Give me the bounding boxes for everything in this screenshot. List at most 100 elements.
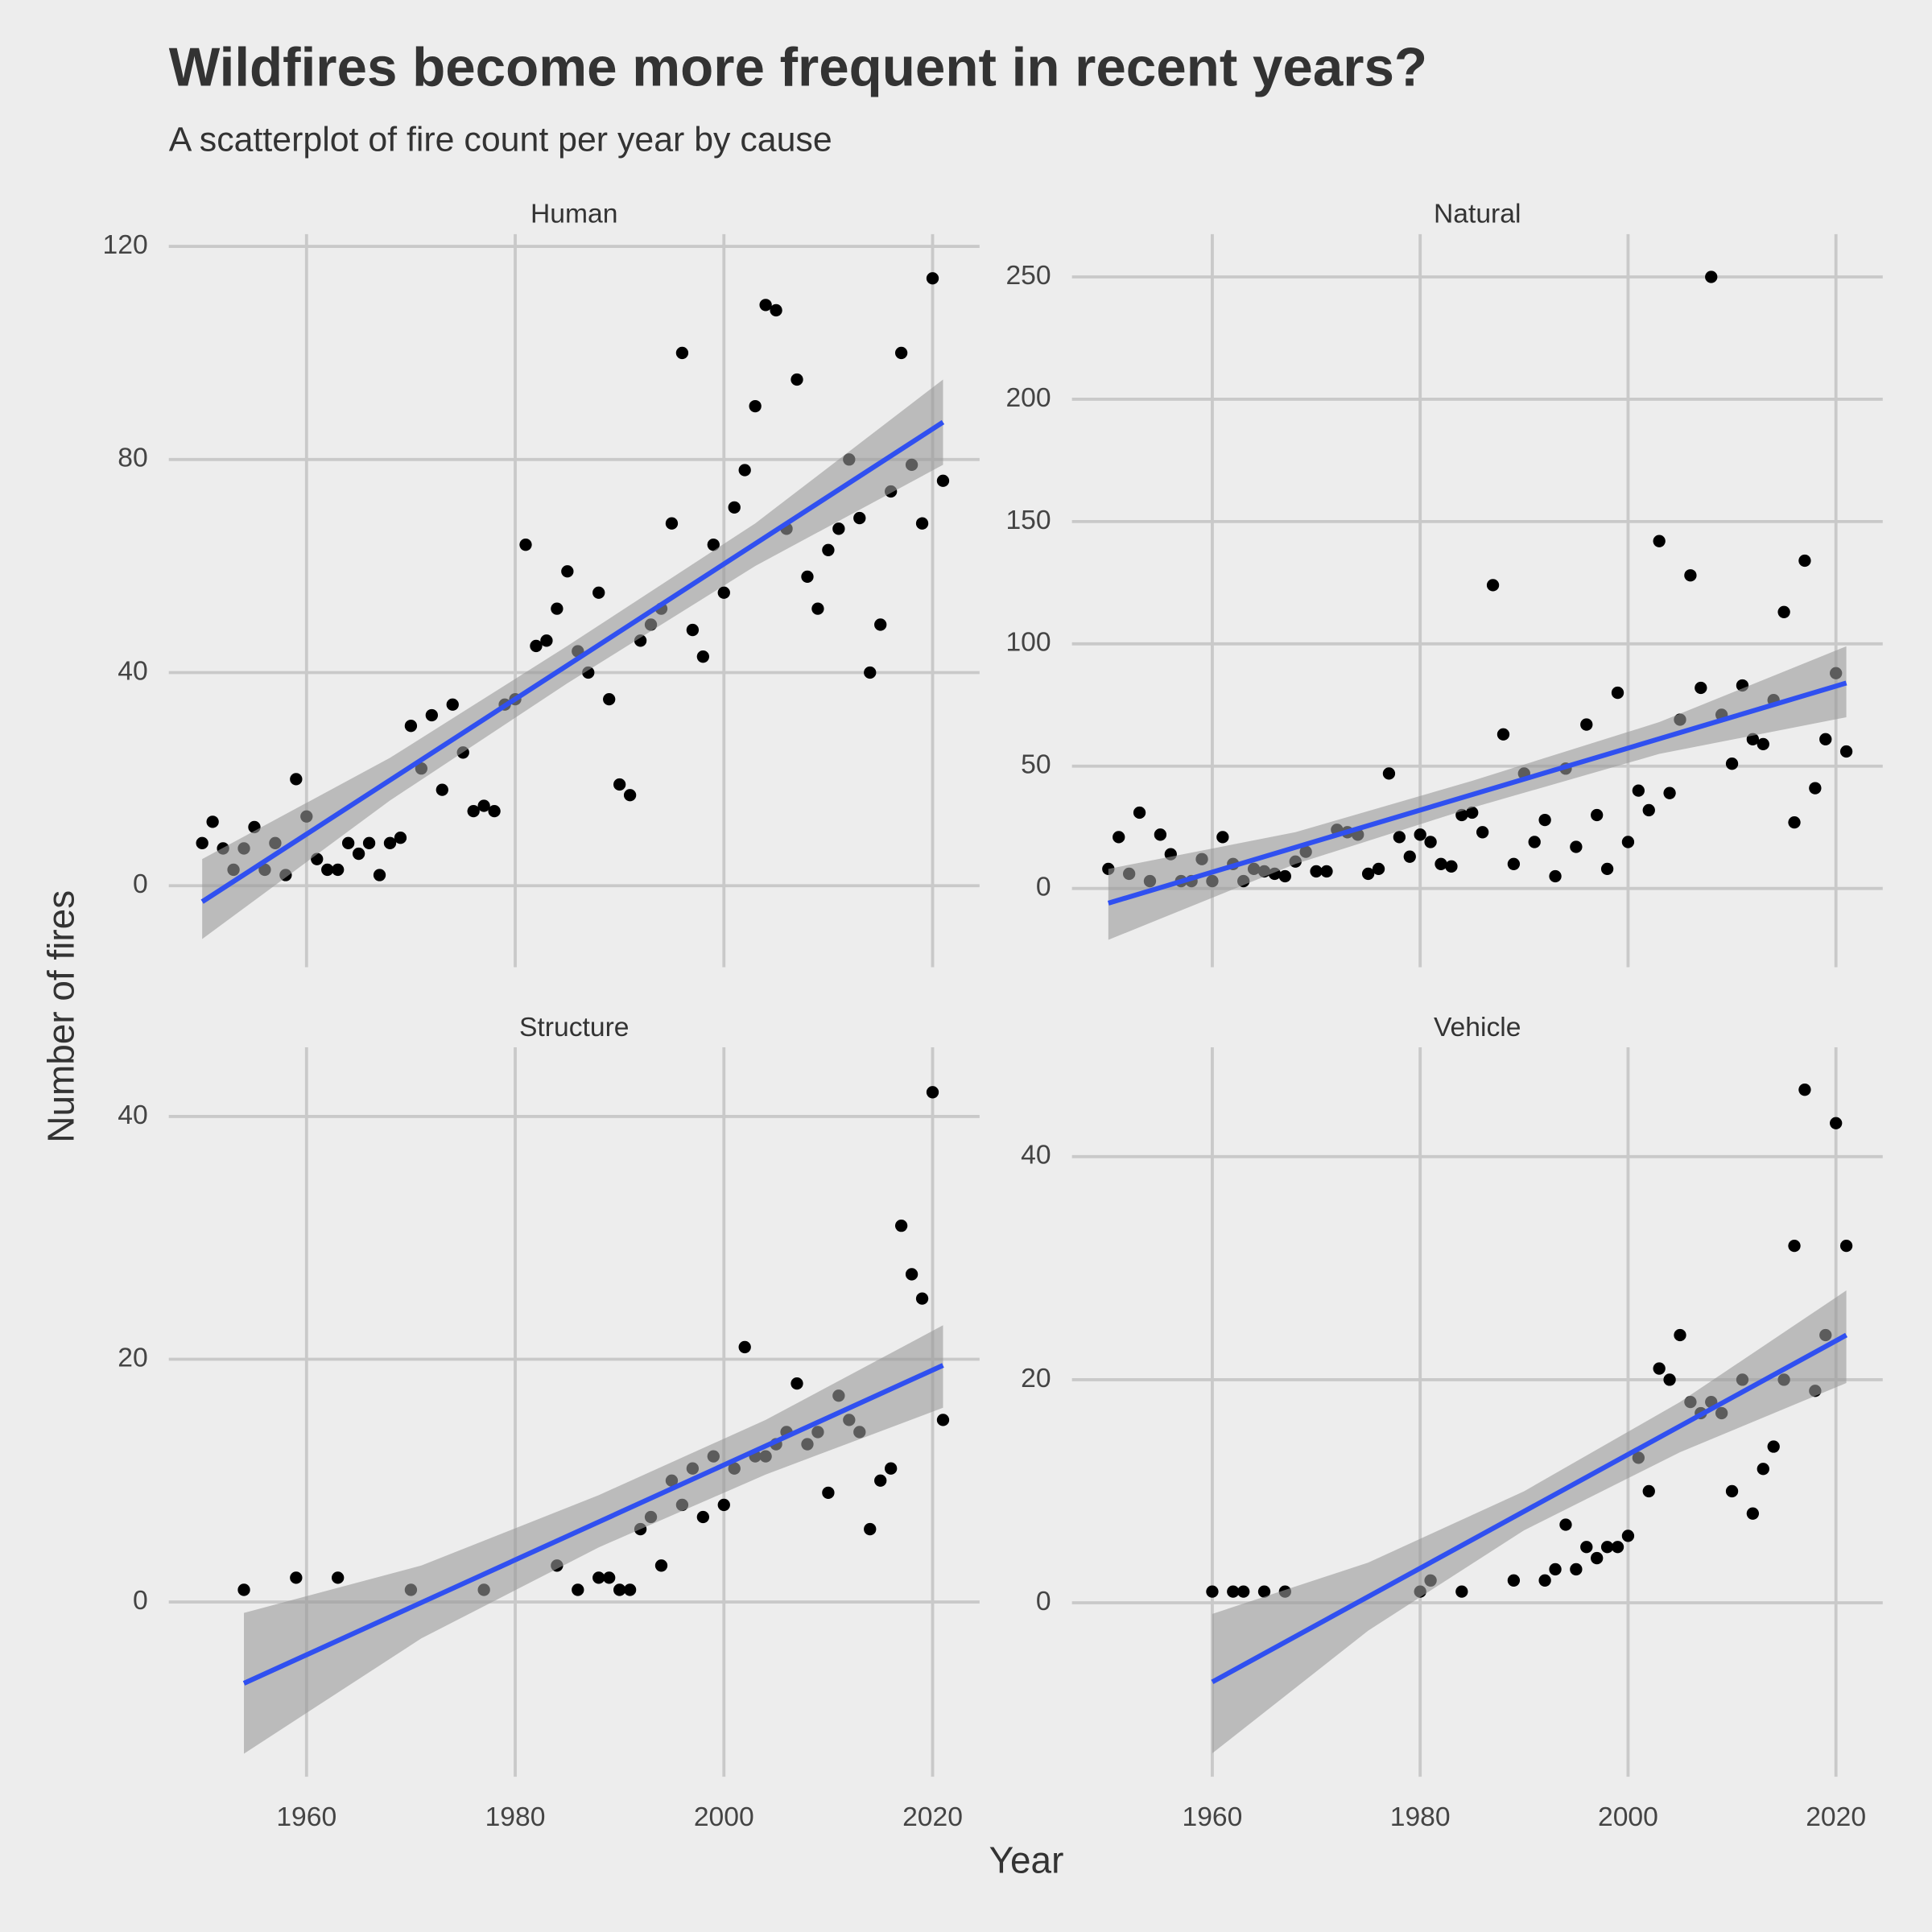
- point: [1695, 681, 1707, 695]
- point: [332, 863, 345, 877]
- point: [894, 346, 908, 360]
- x-tick-label: 1960: [1183, 1802, 1243, 1832]
- point: [791, 373, 803, 386]
- y-tick-label: 0: [133, 869, 148, 899]
- point: [1611, 686, 1624, 700]
- point: [603, 1571, 616, 1584]
- point: [394, 832, 407, 844]
- point: [853, 511, 866, 525]
- point: [1819, 733, 1832, 745]
- y-tick-label: 20: [118, 1343, 147, 1373]
- facet-label: Human: [530, 200, 617, 229]
- point: [822, 1486, 835, 1499]
- y-tick-label: 20: [1021, 1364, 1051, 1393]
- point: [603, 692, 616, 706]
- y-axis-label: Number of fires: [40, 890, 82, 1143]
- point: [1227, 1585, 1240, 1598]
- y-tick-label: 100: [1005, 628, 1051, 658]
- point: [1278, 869, 1291, 883]
- y-tick-label: 120: [103, 230, 148, 260]
- point: [864, 1522, 877, 1536]
- point: [717, 1498, 730, 1512]
- point: [592, 1571, 605, 1584]
- point: [623, 789, 637, 802]
- point: [572, 1583, 584, 1596]
- point: [1653, 535, 1666, 547]
- point: [1788, 815, 1801, 829]
- point: [1486, 579, 1500, 592]
- point: [1257, 1585, 1271, 1598]
- point: [1591, 1551, 1604, 1565]
- trend-line: [200, 419, 945, 904]
- point: [894, 1219, 908, 1232]
- point: [675, 346, 689, 360]
- point: [707, 539, 720, 551]
- point: [206, 815, 219, 828]
- point: [1507, 857, 1521, 870]
- point: [822, 543, 835, 556]
- point: [1830, 1117, 1843, 1129]
- point: [770, 303, 782, 317]
- point: [352, 847, 365, 861]
- point: [1746, 1507, 1760, 1520]
- point: [1570, 840, 1583, 853]
- point: [1435, 857, 1447, 870]
- point: [446, 698, 459, 711]
- point: [341, 836, 355, 849]
- point: [623, 1583, 637, 1596]
- point: [425, 708, 438, 722]
- x-axis-label: Year: [989, 1839, 1064, 1880]
- point: [1549, 869, 1562, 883]
- point: [321, 863, 334, 877]
- point: [1206, 1585, 1219, 1598]
- point: [519, 539, 532, 551]
- y-tick-label: 0: [1036, 873, 1051, 902]
- point: [874, 1474, 887, 1487]
- point: [1642, 803, 1655, 817]
- point: [530, 639, 543, 653]
- point: [1591, 808, 1604, 822]
- point: [1798, 554, 1811, 568]
- point: [561, 565, 574, 578]
- point: [926, 1086, 939, 1099]
- point: [791, 1377, 803, 1390]
- confidence-band: [244, 1325, 943, 1754]
- point: [196, 836, 208, 849]
- point: [467, 804, 480, 818]
- point: [1466, 806, 1479, 819]
- point: [1705, 270, 1718, 283]
- point: [1133, 806, 1146, 819]
- point: [1757, 737, 1769, 751]
- point: [1600, 1541, 1614, 1554]
- point: [1725, 1484, 1739, 1498]
- point: [936, 1414, 950, 1426]
- point: [832, 522, 845, 535]
- point: [1809, 782, 1822, 795]
- point: [1684, 569, 1697, 582]
- point: [1674, 1328, 1686, 1342]
- y-tick-label: 50: [1021, 750, 1051, 780]
- x-tick-label: 1960: [276, 1802, 336, 1832]
- point: [1663, 786, 1676, 799]
- point: [1216, 831, 1229, 844]
- x-tick-label: 2020: [1806, 1802, 1866, 1832]
- point: [1621, 836, 1635, 848]
- point: [738, 1340, 751, 1354]
- point: [1767, 1440, 1780, 1453]
- x-tick-label: 2020: [902, 1802, 963, 1832]
- y-tick-label: 40: [118, 656, 147, 686]
- x-tick-label: 2000: [1598, 1802, 1658, 1832]
- point: [1455, 1585, 1468, 1598]
- point: [738, 464, 751, 477]
- point: [1393, 831, 1406, 844]
- point: [1621, 1530, 1635, 1542]
- point: [1580, 718, 1593, 731]
- point: [1403, 850, 1416, 863]
- point: [1559, 1518, 1572, 1531]
- y-tick-label: 150: [1005, 506, 1051, 535]
- point: [1653, 1362, 1666, 1375]
- point: [477, 799, 490, 812]
- point: [1538, 813, 1551, 827]
